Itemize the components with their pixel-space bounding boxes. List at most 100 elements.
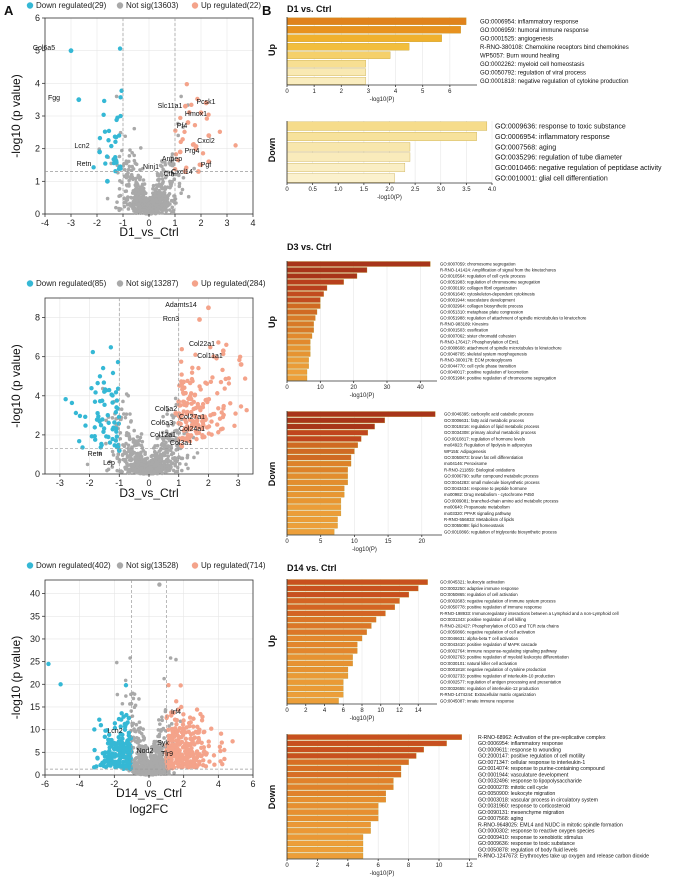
up-point (233, 143, 238, 148)
notsig-point (165, 464, 169, 468)
gene-point (198, 110, 204, 116)
gene-point (97, 149, 102, 155)
enrichment-bar (286, 641, 358, 648)
notsig-point (180, 187, 185, 192)
up-point (189, 376, 195, 382)
enrichment-bar (286, 679, 344, 685)
notsig-point (135, 459, 139, 464)
up-point (186, 729, 191, 735)
gene-label: Col27a1 (179, 414, 205, 421)
up-point (174, 722, 179, 727)
up-point (199, 753, 204, 759)
notsig-point (128, 148, 132, 152)
x-tick-label: 5 (319, 539, 323, 545)
notsig-point (122, 449, 127, 453)
notsig-point (158, 771, 163, 776)
x-tick-label: 2 (340, 89, 344, 95)
enrichment-bar (286, 784, 394, 790)
x-tick-label: 1 (312, 89, 316, 95)
term-label: GO:0003018: vascular process in circulat… (478, 797, 598, 803)
down-point (97, 398, 103, 404)
notsig-point (133, 440, 138, 445)
up-point (201, 758, 206, 763)
y-tick-label: 8 (35, 313, 40, 323)
gene-label: Col22a1 (189, 341, 215, 348)
up-point (187, 439, 193, 444)
gene-label: Syk (157, 740, 169, 747)
y-tick-label: 15 (30, 702, 40, 712)
enrichment-bar (286, 273, 358, 279)
notsig-point (181, 125, 185, 129)
notsig-point (152, 446, 156, 450)
notsig-point (163, 160, 167, 164)
enrichment-bar (286, 673, 349, 679)
y-tick-label: 4 (35, 391, 40, 401)
y-tick-label: 5 (35, 46, 40, 56)
term-label: R-RNO-1247673: Erythrocytes take up oxyg… (478, 854, 649, 860)
notsig-point (117, 154, 122, 159)
notsig-point (171, 456, 175, 461)
up-point (200, 151, 206, 156)
up-point (178, 683, 183, 688)
notsig-point (151, 767, 156, 771)
side-label: Up (267, 316, 277, 328)
down-point (83, 414, 88, 420)
gene-point (177, 149, 183, 155)
notsig-point (172, 771, 176, 775)
up-point (192, 122, 198, 128)
notsig-point (143, 752, 147, 757)
enrichment-bar (286, 417, 385, 424)
enrichment-bar (286, 740, 447, 747)
enrichment-bar (286, 327, 314, 333)
term-label: GO:0007062: sister chromatid cohesion (440, 334, 516, 339)
notsig-point (126, 195, 130, 199)
up-point (170, 728, 175, 734)
x-tick-label: -2 (110, 779, 118, 789)
down-point (99, 442, 104, 448)
y-tick-label: 1 (35, 176, 40, 186)
notsig-point (130, 714, 135, 718)
notsig-point (147, 771, 152, 775)
enrichment-bar (286, 369, 308, 375)
up-point (189, 102, 194, 108)
notsig-point (174, 448, 179, 452)
enrichment-bar (286, 460, 352, 467)
up-point (192, 735, 198, 740)
notsig-point (157, 465, 161, 469)
notsig-point (126, 443, 131, 448)
up-point (218, 748, 223, 754)
enrichment-bar (286, 261, 431, 267)
y-tick-label: 5 (35, 747, 40, 757)
notsig-point (131, 189, 136, 193)
notsig-point (170, 413, 174, 417)
notsig-point (169, 465, 173, 469)
up-point (180, 722, 186, 727)
notsig-point (139, 454, 144, 459)
notsig-point (157, 177, 162, 181)
down-point (91, 165, 96, 170)
notsig-point (160, 466, 164, 471)
term-label: GO:0045321: leukocyte activation (440, 580, 505, 585)
term-label: GO:0030199: collagen fibril organization (440, 286, 517, 291)
enrichment-bar (286, 604, 395, 610)
chart-title: D14 vs. Ctrl (287, 563, 337, 573)
up-point (189, 745, 194, 751)
notsig-point (147, 460, 151, 464)
up-point (206, 743, 211, 749)
enrichment-bar (286, 809, 379, 815)
down-point (110, 436, 115, 442)
notsig-point (144, 209, 149, 214)
up-point (195, 754, 201, 759)
enrichment-bar (286, 357, 309, 363)
up-point (220, 367, 225, 373)
up-point (184, 759, 190, 765)
notsig-point (127, 154, 132, 158)
up-point (211, 354, 216, 359)
up-point (200, 401, 206, 407)
down-point (126, 755, 132, 760)
enrichment-bar (286, 303, 321, 309)
down-point (112, 721, 118, 726)
enrichment-bar (286, 616, 377, 623)
notsig-point (120, 701, 125, 706)
up-point (179, 383, 184, 388)
